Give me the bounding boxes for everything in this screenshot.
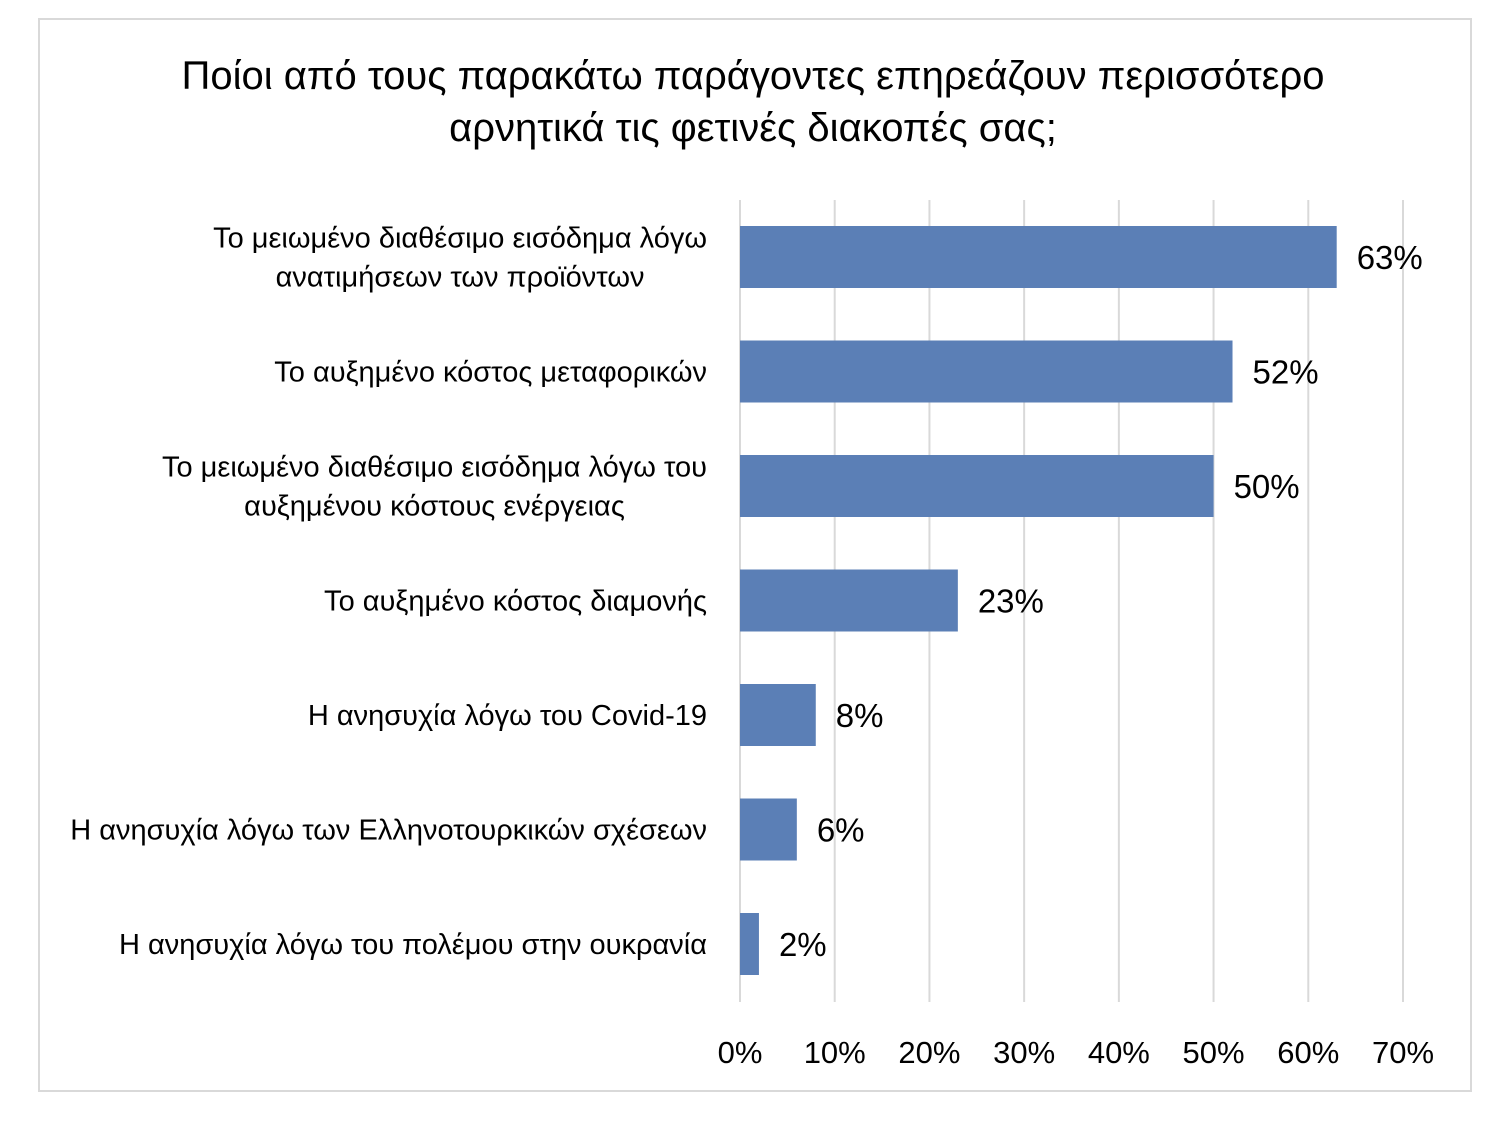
category-label-0-0: Το μειωμένο διαθέσιμο εισόδημα λόγω — [213, 223, 707, 255]
value-label-4: 8% — [836, 697, 884, 734]
value-label-3: 23% — [978, 583, 1044, 620]
chart-title: Ποίοι από τους παρακάτω παράγοντες επηρε… — [0, 50, 1506, 154]
value-label-1: 52% — [1253, 354, 1319, 391]
bar-3 — [740, 569, 958, 632]
bar-4 — [740, 684, 816, 746]
category-label-4-0: Η ανησυχία λόγω του Covid-19 — [308, 700, 707, 732]
chart-title-line-2: αρνητικά τις φετινές διακοπές σας; — [449, 106, 1057, 150]
bar-0 — [740, 226, 1337, 288]
x-tick-label-7: 70% — [1372, 1035, 1434, 1070]
category-label-2-1: αυξημένου κόστους ενέργειας — [244, 491, 625, 523]
category-label-3-0: Το αυξημένο κόστος διαμονής — [324, 586, 707, 618]
x-tick-label-2: 20% — [898, 1035, 960, 1070]
category-label-6-0: Η ανησυχία λόγω του πολέμου στην ουκρανί… — [119, 929, 707, 961]
category-label-5-0: Η ανησυχία λόγω των Ελληνοτουρκικών σχέσ… — [70, 815, 707, 847]
chart-title-line-1: Ποίοι από τους παρακάτω παράγοντες επηρε… — [181, 54, 1325, 98]
category-label-0-1: ανατιμήσεων των προϊόντων — [276, 262, 645, 294]
bar-2 — [740, 455, 1214, 517]
bar-6 — [740, 913, 759, 975]
value-label-0: 63% — [1357, 239, 1423, 276]
x-tick-label-0: 0% — [718, 1035, 763, 1070]
category-label-1-0: Το αυξημένο κόστος μεταφορικών — [274, 357, 707, 389]
x-tick-label-6: 60% — [1277, 1035, 1339, 1070]
bar-1 — [740, 340, 1233, 403]
value-label-6: 2% — [779, 926, 827, 963]
x-tick-label-3: 30% — [993, 1035, 1055, 1070]
x-tick-label-5: 50% — [1183, 1035, 1245, 1070]
bar-5 — [740, 798, 797, 861]
value-label-2: 50% — [1234, 468, 1300, 505]
category-label-2-0: Το μειωμένο διαθέσιμο εισόδημα λόγω του — [162, 452, 707, 484]
x-tick-label-1: 10% — [804, 1035, 866, 1070]
value-label-5: 6% — [817, 812, 865, 849]
x-tick-label-4: 40% — [1088, 1035, 1150, 1070]
